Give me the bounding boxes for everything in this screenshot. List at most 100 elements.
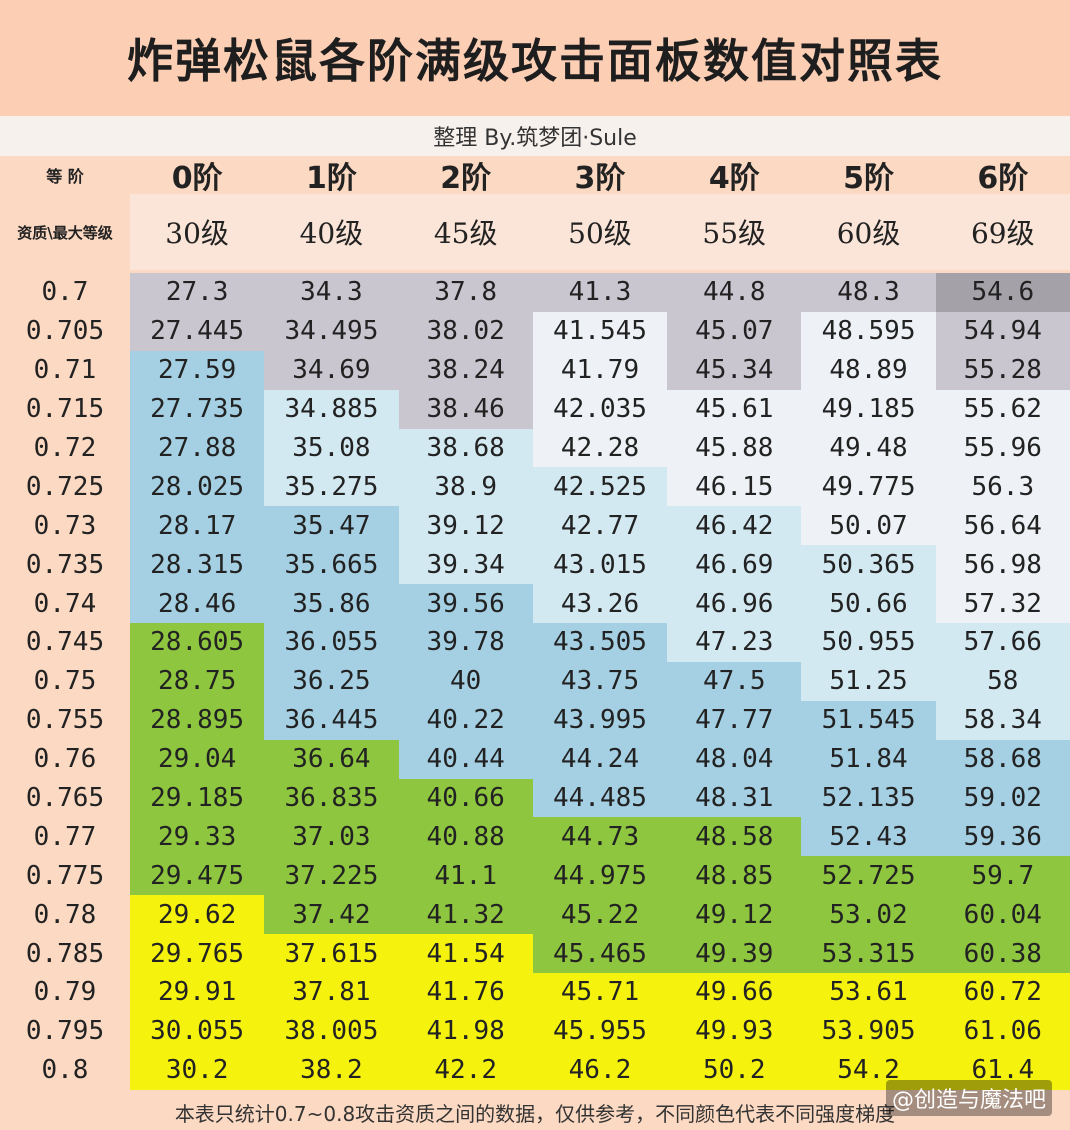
value-cell: 61.06 [935, 1011, 1070, 1051]
aptitude-cell: 0.765 [0, 778, 130, 818]
table-row: 0.78 29.62 37.42 41.32 45.22 49.12 53.02 60.04 [0, 895, 1070, 935]
value-cell: 43.75 [532, 661, 668, 701]
value-cell: 43.505 [532, 623, 668, 662]
value-cell: 50.365 [801, 545, 936, 585]
value-cell: 47.23 [667, 623, 802, 662]
value-cell: 40.88 [398, 817, 533, 857]
value-cell: 30.2 [129, 1050, 265, 1090]
value-cell: 35.86 [264, 584, 399, 624]
aptitude-cell: 0.79 [0, 973, 130, 1012]
aptitude-cell: 0.78 [0, 895, 130, 935]
table-row: 0.7 27.3 34.3 37.8 41.3 44.8 48.3 54.6 [0, 273, 1070, 312]
value-cell: 36.25 [264, 661, 399, 701]
value-cell: 44.485 [532, 778, 668, 818]
value-cell: 27.445 [129, 311, 265, 351]
value-cell: 37.42 [264, 895, 399, 935]
table-row: 0.745 28.605 36.055 39.78 43.505 47.23 50.955 5… [0, 623, 1070, 662]
stage-header-2: 2阶 [440, 161, 492, 196]
value-cell: 28.895 [129, 700, 265, 740]
value-cell: 48.04 [667, 739, 802, 779]
value-cell: 49.775 [801, 467, 936, 507]
value-cell: 37.615 [264, 934, 399, 974]
value-cell: 46.42 [667, 506, 802, 546]
level-header-0: 30级 [129, 194, 265, 270]
value-cell: 36.835 [264, 778, 399, 818]
value-cell: 28.605 [129, 623, 265, 662]
value-cell: 34.495 [264, 311, 399, 351]
value-cell: 41.3 [532, 273, 668, 312]
value-cell: 44.24 [532, 739, 668, 779]
value-cell: 38.02 [398, 311, 533, 351]
aptitude-cell: 0.775 [0, 856, 130, 896]
value-cell: 49.93 [667, 1011, 802, 1051]
aptitude-cell: 0.705 [0, 311, 130, 351]
value-cell: 29.765 [129, 934, 265, 974]
value-cell: 56.64 [935, 506, 1070, 546]
value-cell: 52.43 [801, 817, 936, 857]
aptitude-cell: 0.72 [0, 428, 130, 468]
value-cell: 38.24 [398, 350, 533, 390]
value-cell: 49.66 [667, 973, 802, 1012]
value-cell: 40.22 [398, 700, 533, 740]
value-cell: 42.035 [532, 389, 668, 429]
value-cell: 45.955 [532, 1011, 668, 1051]
value-cell: 58 [935, 661, 1070, 701]
stage-header-6: 6阶 [977, 161, 1029, 196]
value-cell: 28.315 [129, 545, 265, 585]
value-cell: 28.17 [129, 506, 265, 546]
value-cell: 51.545 [801, 700, 936, 740]
stage-header-5: 5阶 [843, 161, 894, 196]
value-cell: 50.2 [667, 1050, 802, 1090]
value-cell: 45.465 [532, 934, 668, 974]
value-cell: 28.025 [129, 467, 265, 507]
value-cell: 53.02 [801, 895, 936, 935]
value-cell: 48.3 [801, 273, 936, 312]
level-header-6: 69级 [935, 194, 1070, 270]
value-cell: 60.04 [935, 895, 1070, 935]
aptitude-cell: 0.735 [0, 545, 130, 585]
aptitude-cell: 0.745 [0, 623, 130, 662]
value-cell: 38.005 [264, 1011, 399, 1051]
value-cell: 48.89 [801, 350, 936, 390]
value-cell: 41.98 [398, 1011, 533, 1051]
value-cell: 49.12 [667, 895, 802, 935]
table-row: 0.74 28.46 35.86 39.56 43.26 46.96 50.66 57.32 [0, 584, 1070, 624]
value-cell: 49.185 [801, 389, 936, 429]
value-cell: 48.31 [667, 778, 802, 818]
table-row: 0.77 29.33 37.03 40.88 44.73 48.58 52.43 59.36 [0, 817, 1070, 857]
value-cell: 48.85 [667, 856, 802, 896]
aptitude-cell: 0.75 [0, 661, 130, 701]
value-cell: 46.15 [667, 467, 802, 507]
aptitude-cell: 0.73 [0, 506, 130, 546]
level-label: 资质\最大等级 [0, 194, 130, 270]
value-cell: 30.055 [129, 1011, 265, 1051]
value-cell: 44.975 [532, 856, 668, 896]
value-cell: 59.02 [935, 778, 1070, 818]
aptitude-cell: 0.725 [0, 467, 130, 507]
stage-header-3: 3阶 [574, 161, 626, 196]
value-cell: 59.7 [935, 856, 1070, 896]
value-cell: 58.68 [935, 739, 1070, 779]
value-cell: 50.955 [801, 623, 936, 662]
value-cell: 37.03 [264, 817, 399, 857]
value-cell: 43.015 [532, 545, 668, 585]
value-cell: 42.77 [532, 506, 668, 546]
value-cell: 45.07 [667, 311, 802, 351]
value-cell: 43.995 [532, 700, 668, 740]
value-cell: 60.38 [935, 934, 1070, 974]
value-cell: 41.545 [532, 311, 668, 351]
value-cell: 44.73 [532, 817, 668, 857]
value-cell: 50.66 [801, 584, 936, 624]
aptitude-cell: 0.785 [0, 934, 130, 974]
value-cell: 56.98 [935, 545, 1070, 585]
value-cell: 41.79 [532, 350, 668, 390]
value-cell: 42.2 [398, 1050, 533, 1090]
aptitude-cell: 0.715 [0, 389, 130, 429]
table-row: 0.72 27.88 35.08 38.68 42.28 45.88 49.48 55.96 [0, 428, 1070, 468]
value-cell: 29.185 [129, 778, 265, 818]
value-cell: 56.3 [935, 467, 1070, 507]
aptitude-cell: 0.795 [0, 1011, 130, 1051]
value-cell: 53.905 [801, 1011, 936, 1051]
value-cell: 29.04 [129, 739, 265, 779]
level-header-3: 50级 [532, 194, 668, 270]
